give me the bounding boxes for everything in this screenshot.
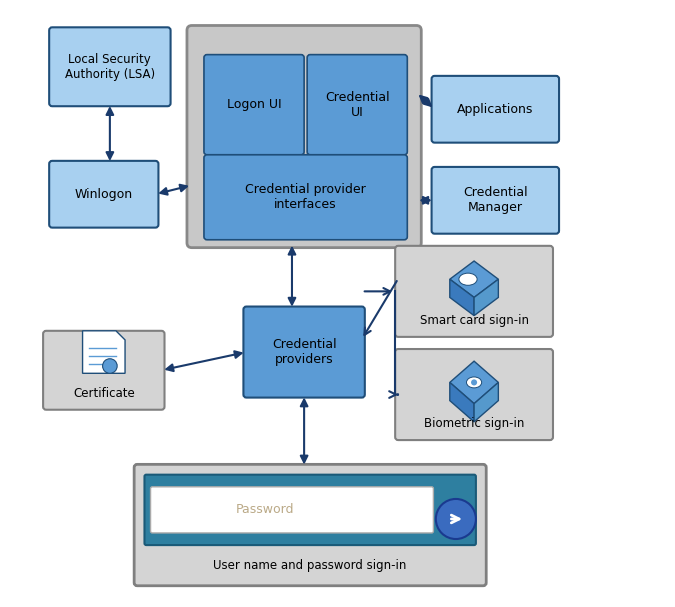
- Text: Password: Password: [236, 503, 294, 517]
- Circle shape: [471, 379, 477, 385]
- Polygon shape: [474, 382, 498, 422]
- FancyBboxPatch shape: [204, 155, 407, 240]
- FancyBboxPatch shape: [43, 331, 165, 410]
- Polygon shape: [450, 279, 474, 316]
- FancyBboxPatch shape: [307, 55, 407, 155]
- FancyBboxPatch shape: [144, 475, 476, 545]
- Circle shape: [436, 499, 476, 539]
- Text: Credential
Manager: Credential Manager: [463, 186, 528, 214]
- Text: Smart card sign-in: Smart card sign-in: [420, 314, 529, 327]
- Text: Applications: Applications: [457, 103, 533, 116]
- Text: Local Security
Authority (LSA): Local Security Authority (LSA): [65, 53, 155, 81]
- Text: Winlogon: Winlogon: [75, 188, 133, 201]
- Text: Credential
UI: Credential UI: [325, 90, 389, 119]
- FancyBboxPatch shape: [431, 76, 559, 143]
- Polygon shape: [474, 279, 498, 316]
- FancyBboxPatch shape: [244, 307, 364, 398]
- FancyBboxPatch shape: [49, 161, 159, 228]
- Ellipse shape: [459, 273, 477, 285]
- Polygon shape: [450, 261, 498, 297]
- FancyBboxPatch shape: [151, 487, 433, 533]
- FancyBboxPatch shape: [49, 27, 171, 106]
- FancyBboxPatch shape: [204, 55, 304, 155]
- Polygon shape: [82, 331, 125, 373]
- Text: Certificate: Certificate: [73, 387, 135, 400]
- Ellipse shape: [466, 377, 482, 388]
- FancyBboxPatch shape: [187, 25, 421, 248]
- Text: Logon UI: Logon UI: [227, 98, 281, 111]
- FancyBboxPatch shape: [134, 464, 486, 586]
- FancyBboxPatch shape: [431, 167, 559, 234]
- Polygon shape: [450, 361, 498, 404]
- Text: User name and password sign-in: User name and password sign-in: [213, 559, 407, 572]
- FancyBboxPatch shape: [395, 246, 553, 337]
- Circle shape: [103, 359, 117, 373]
- Text: Biometric sign-in: Biometric sign-in: [424, 417, 524, 430]
- Polygon shape: [450, 382, 474, 422]
- Text: Credential provider
interfaces: Credential provider interfaces: [245, 183, 366, 211]
- FancyBboxPatch shape: [395, 349, 553, 440]
- Text: Credential
providers: Credential providers: [272, 338, 336, 366]
